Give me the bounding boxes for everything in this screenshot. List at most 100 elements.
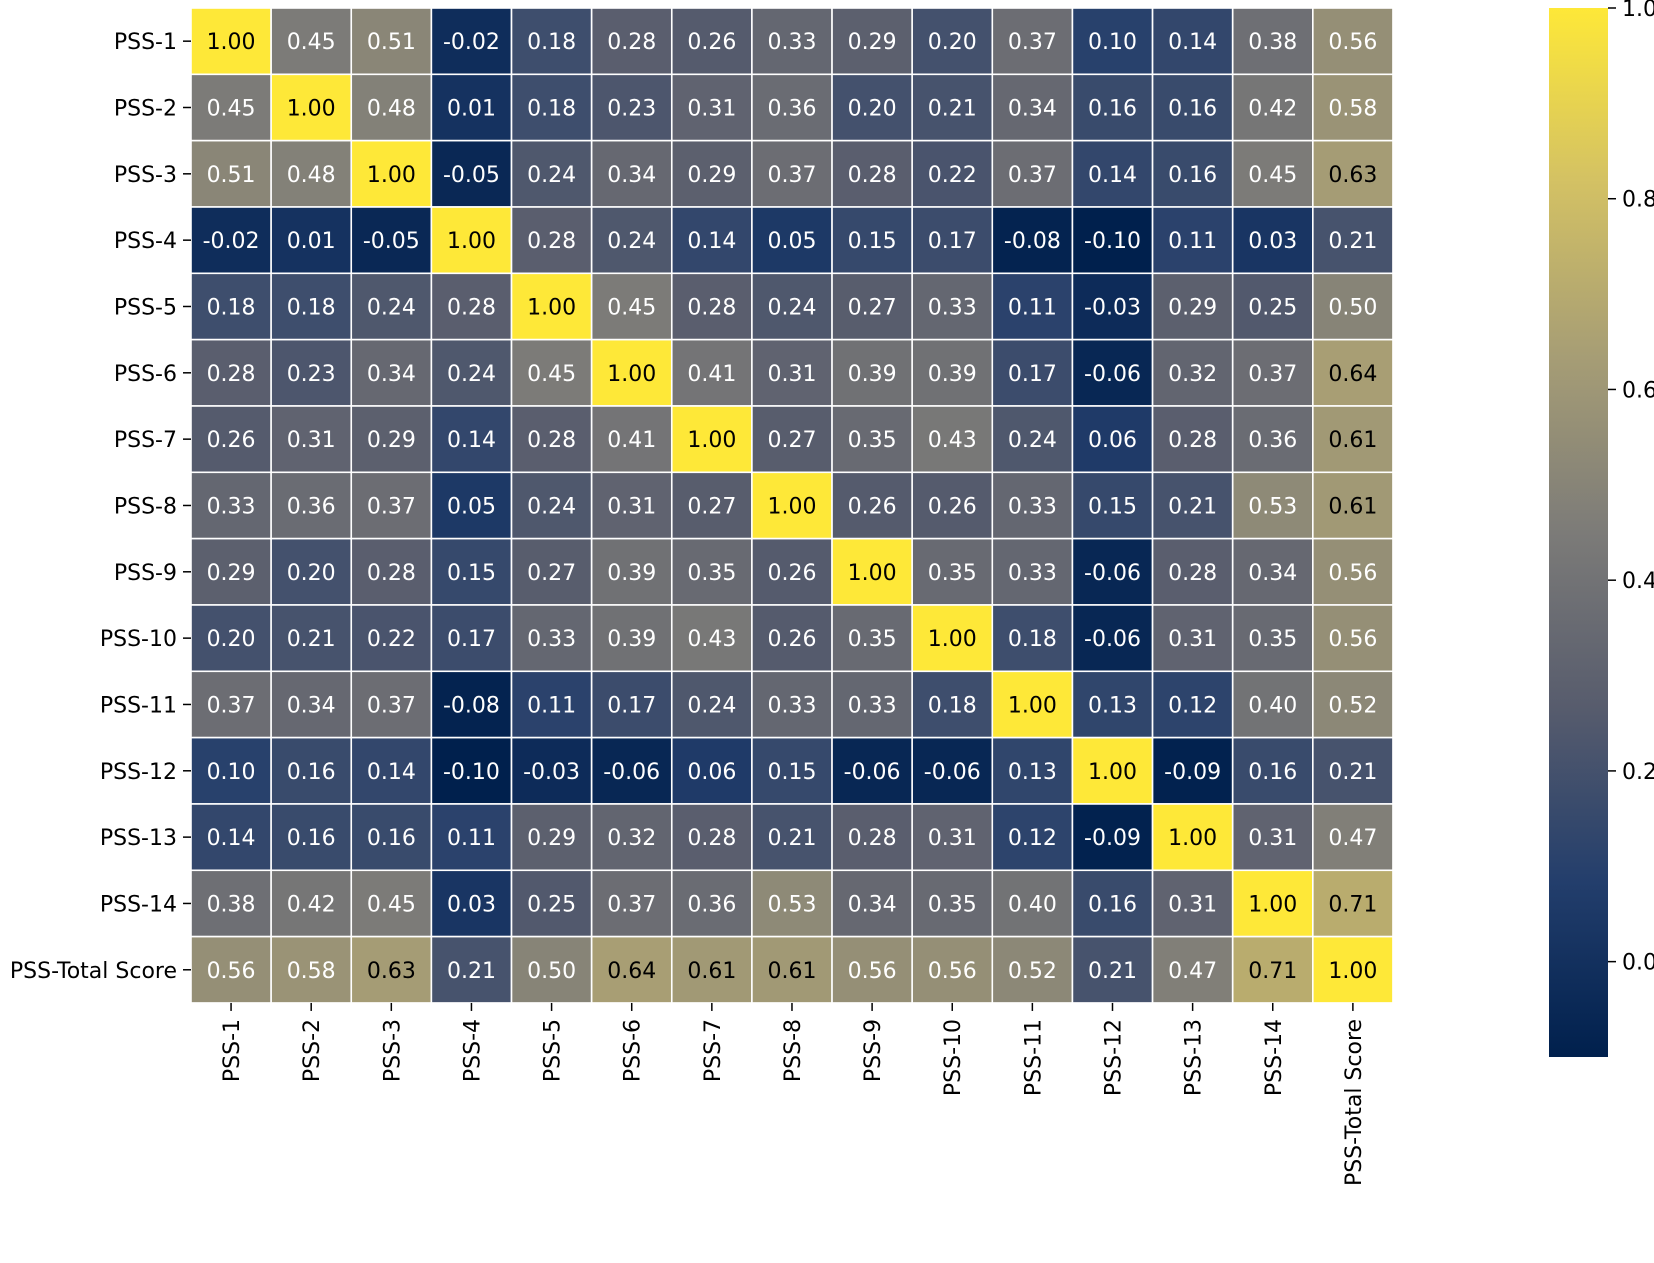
cell-value-label: 1.00: [1168, 826, 1217, 851]
cell-value-label: 0.61: [1328, 494, 1377, 519]
heatmap-cell: [670, 405, 753, 474]
cell-value-label: 0.34: [367, 362, 416, 387]
colorbar-gradient: [1549, 8, 1608, 1057]
heatmap-cell: [670, 73, 753, 142]
heatmap-cell: [1231, 604, 1314, 673]
cell-value-label: 0.37: [1008, 163, 1057, 188]
heatmap-cell: [751, 73, 833, 142]
cell-value-label: 0.21: [1088, 959, 1137, 984]
cell-value-label: 0.39: [848, 362, 897, 387]
heatmap-cell: [670, 604, 753, 673]
cell-value-label: 0.25: [527, 892, 576, 917]
heatmap-cell: [430, 604, 513, 673]
heatmap-cell: [1151, 405, 1234, 474]
cell-value-label: 0.20: [287, 561, 336, 586]
heatmap-cell: [270, 803, 353, 872]
cell-value-label: 0.12: [1008, 826, 1057, 851]
heatmap-cell: [831, 206, 913, 275]
column-label: PSS-6: [621, 1019, 646, 1082]
cell-value-label: 0.13: [1088, 693, 1137, 718]
cell-value-label: 0.28: [607, 30, 656, 55]
cell-value-label: 0.39: [607, 627, 656, 652]
cell-value-label: 0.20: [848, 96, 897, 121]
cell-value-label: 0.28: [527, 229, 576, 254]
column-label: PSS-5: [541, 1019, 566, 1082]
cell-value-label: 0.45: [527, 362, 576, 387]
heatmap-cell: [1071, 670, 1154, 739]
cell-value-label: 0.16: [1088, 892, 1137, 917]
heatmap-cell: [510, 405, 593, 474]
row-label: PSS-8: [114, 494, 177, 519]
cell-value-label: 0.28: [207, 362, 256, 387]
cell-value-label: 0.61: [767, 959, 816, 984]
heatmap-cell: [911, 670, 994, 739]
cell-value-label: 0.29: [1168, 295, 1217, 320]
cell-value-label: 0.21: [447, 959, 496, 984]
heatmap-cell: [1151, 73, 1234, 142]
cell-value-label: -0.10: [1084, 229, 1141, 254]
cell-value-label: 0.03: [1248, 229, 1297, 254]
row-label: PSS-9: [114, 561, 177, 586]
heatmap-cell: [190, 338, 272, 407]
heatmap-cell: [751, 604, 833, 673]
cell-value-label: 0.27: [767, 428, 816, 453]
heatmap-cell: [1231, 206, 1314, 275]
cell-value-label: 0.31: [607, 494, 656, 519]
heatmap-cell: [751, 736, 833, 805]
cell-value-label: 1.00: [687, 428, 736, 453]
heatmap-cell: [1071, 935, 1154, 1004]
row-label: PSS-13: [100, 826, 177, 851]
heatmap-cell: [350, 73, 433, 142]
heatmap-cell: [751, 471, 833, 540]
heatmap-cell: [1312, 670, 1394, 739]
cell-value-label: 0.37: [367, 693, 416, 718]
cell-value-label: 0.34: [287, 693, 336, 718]
cell-value-label: 0.27: [527, 561, 576, 586]
cell-value-label: -0.06: [1084, 362, 1141, 387]
cell-value-label: 1.00: [447, 229, 496, 254]
cell-value-label: -0.02: [443, 30, 500, 55]
heatmap-cell: [911, 139, 994, 208]
row-label: PSS-7: [114, 428, 177, 453]
cell-value-label: 0.45: [607, 295, 656, 320]
heatmap-cell: [1151, 338, 1234, 407]
cell-value-label: 0.11: [1008, 295, 1057, 320]
heatmap-cell: [590, 206, 673, 275]
colorbar-tick-label: 0.8: [1622, 188, 1654, 213]
cell-value-label: 0.56: [1328, 30, 1377, 55]
cell-value-label: 0.24: [1008, 428, 1057, 453]
heatmap-cell: [1151, 604, 1234, 673]
column-label: PSS-8: [781, 1019, 806, 1082]
cell-value-label: 0.14: [447, 428, 496, 453]
cell-value-label: 0.41: [607, 428, 656, 453]
cell-value-label: 1.00: [287, 96, 336, 121]
cell-value-label: 0.26: [207, 428, 256, 453]
cell-value-label: 0.26: [848, 494, 897, 519]
heatmap-cell: [1151, 139, 1234, 208]
heatmap-cell: [1312, 736, 1394, 805]
heatmap-cell: [190, 736, 272, 805]
heatmap-cell: [1312, 139, 1394, 208]
heatmap-cell: [670, 139, 753, 208]
heatmap-cell: [1071, 73, 1154, 142]
cell-value-label: 0.32: [1168, 362, 1217, 387]
cell-value-label: 0.47: [1168, 959, 1217, 984]
heatmap-cell: [991, 670, 1074, 739]
cell-value-label: 0.15: [1088, 494, 1137, 519]
cell-value-label: -0.09: [1164, 760, 1221, 785]
cell-value-label: 0.61: [1328, 428, 1377, 453]
cell-value-label: 0.17: [607, 693, 656, 718]
cell-value-label: 0.33: [767, 693, 816, 718]
heatmap-cell: [1071, 537, 1154, 606]
row-label: PSS-3: [114, 163, 177, 188]
heatmap-cell: [590, 935, 673, 1004]
heatmap-cell: [670, 803, 753, 872]
cell-value-label: -0.08: [1004, 229, 1061, 254]
heatmap-cell: [190, 7, 272, 76]
cell-value-label: 0.18: [207, 295, 256, 320]
heatmap-cell: [1231, 7, 1314, 76]
cell-value-label: 0.28: [1168, 561, 1217, 586]
cell-value-label: 0.35: [687, 561, 736, 586]
heatmap-cell: [1231, 471, 1314, 540]
cell-value-label: 0.50: [527, 959, 576, 984]
